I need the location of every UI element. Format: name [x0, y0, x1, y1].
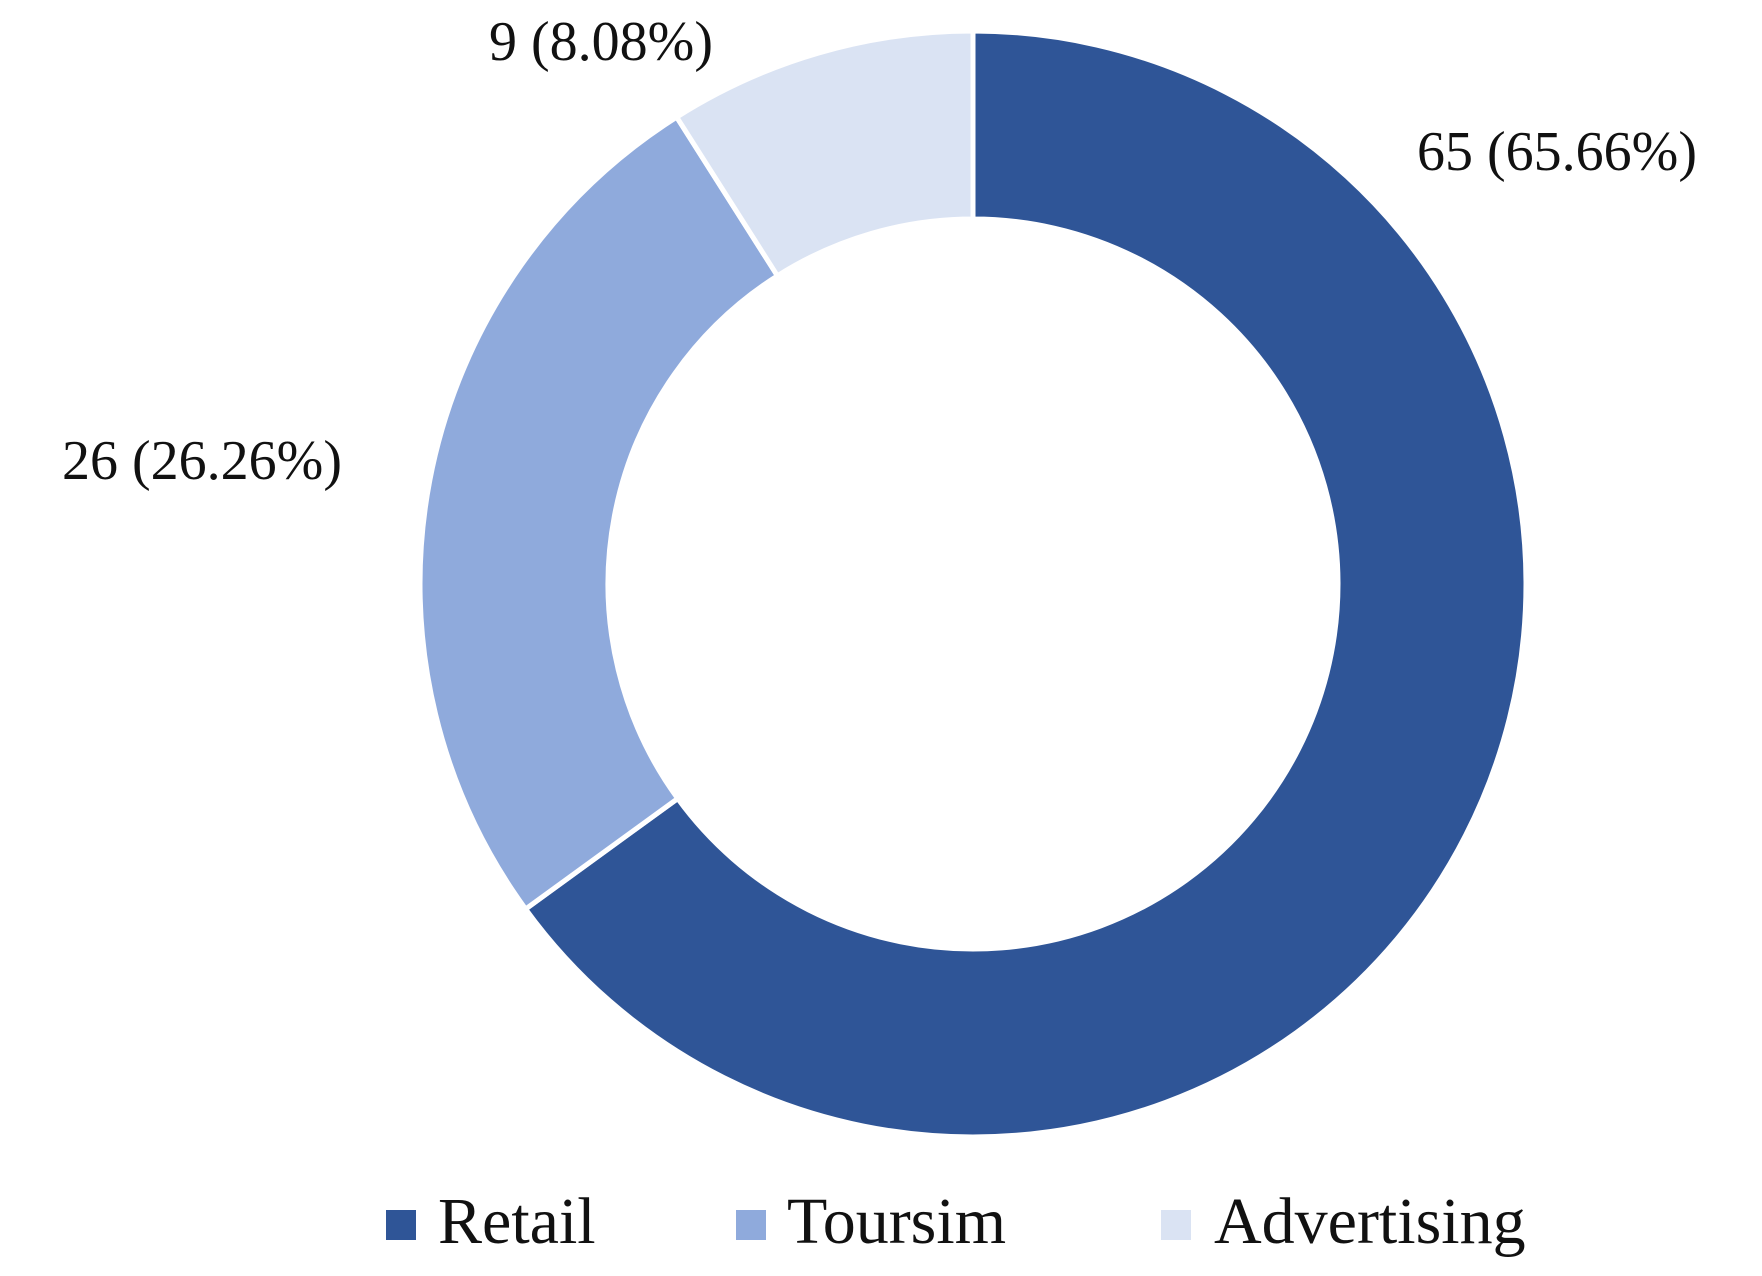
- donut-slice: [417, 113, 781, 913]
- data-label: 65 (65.66%): [1417, 121, 1697, 183]
- legend-swatch: [386, 1210, 416, 1240]
- data-label: 9 (8.08%): [489, 11, 713, 73]
- donut-slice: [673, 28, 976, 280]
- data-label: 26 (26.26%): [62, 430, 342, 492]
- legend-label: Toursim: [787, 1185, 1006, 1258]
- legend-swatch: [1161, 1210, 1191, 1240]
- legend-label: Retail: [438, 1185, 596, 1258]
- legend-swatch: [736, 1210, 766, 1240]
- donut-slice: [522, 28, 1529, 1140]
- legend-label: Advertising: [1214, 1185, 1526, 1258]
